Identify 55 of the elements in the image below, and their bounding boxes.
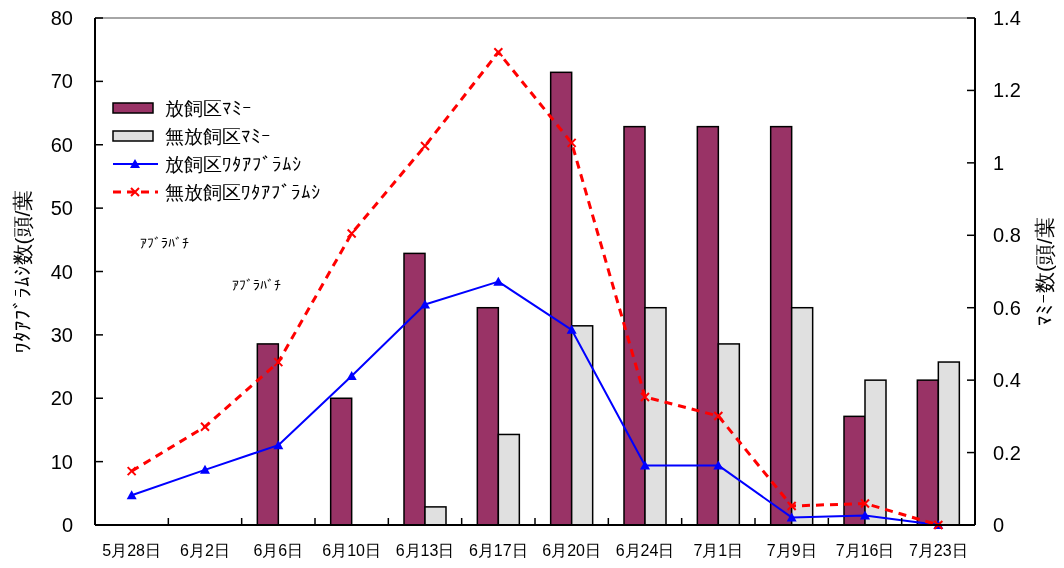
point <box>640 391 650 402</box>
legend-label: 無放飼区ﾜﾀｱﾌﾞﾗﾑｼ <box>165 182 321 203</box>
y-tick-label: 10 <box>50 450 73 473</box>
y2-tick-label: 1.4 <box>993 7 1021 29</box>
y2-tick-label: 1.2 <box>993 79 1021 102</box>
y-axis-title: ﾜﾀｱﾌﾞﾗﾑｼ数(頭/葉 <box>11 189 34 354</box>
x-tick-label: 6月20日 <box>542 542 602 559</box>
y-tick-label: 70 <box>50 70 73 93</box>
y2-tick-label: 0.8 <box>993 224 1021 247</box>
x-tick-label: 7月1日 <box>693 542 744 559</box>
point <box>566 324 577 334</box>
x-tick-label: 7月23日 <box>908 542 968 559</box>
point <box>346 371 357 381</box>
y-tick-label: 80 <box>50 7 73 29</box>
x-tick-label: 6月24日 <box>615 542 675 559</box>
y2-tick-label: 0.4 <box>993 369 1021 392</box>
y-tick-label: 0 <box>61 514 73 536</box>
point <box>786 512 797 522</box>
point <box>200 464 210 474</box>
point <box>273 440 284 450</box>
x-tick-label: 6月2日 <box>180 542 230 559</box>
legend-label: 無放飼区ﾏﾐｰ <box>165 126 271 147</box>
legend-label: 放飼区ﾏﾐｰ <box>165 98 252 119</box>
x-tick-label: 6月10日 <box>322 542 382 559</box>
y2-tick-label: 0 <box>993 514 1005 536</box>
x-tick-label: 6月6日 <box>253 542 304 559</box>
x-tick-label: 7月16日 <box>835 542 895 559</box>
point <box>566 137 577 148</box>
y-tick-label: 20 <box>50 387 73 410</box>
point <box>786 500 797 511</box>
point <box>860 498 870 509</box>
point <box>493 47 504 58</box>
y2-tick-label: 0.6 <box>993 296 1021 319</box>
point <box>126 490 137 500</box>
x-tick-label: 6月17日 <box>468 542 528 559</box>
point <box>200 421 210 432</box>
y-tick-label: 40 <box>50 260 73 283</box>
y2-tick-label: 0.2 <box>993 441 1021 464</box>
y-tick-label: 60 <box>50 133 73 156</box>
point <box>420 141 430 152</box>
point <box>126 466 137 477</box>
y-tick-label: 50 <box>50 197 73 220</box>
annotation: ｱﾌﾞﾗﾊﾞﾁ <box>232 277 281 293</box>
legend-label: 放飼区ﾜﾀｱﾌﾞﾗﾑｼ <box>165 154 302 175</box>
x-tick-label: 7月9日 <box>766 542 817 559</box>
point <box>273 357 284 368</box>
annotation: ｱﾌﾞﾗﾊﾞﾁ <box>140 235 189 251</box>
x-tick-label: 5月28日 <box>102 542 162 559</box>
y-tick-label: 30 <box>50 323 73 346</box>
y2-tick-label: 1 <box>993 151 1005 174</box>
point <box>713 411 724 421</box>
point <box>346 228 357 239</box>
x-tick-label: 6月13日 <box>395 542 455 559</box>
point <box>493 276 504 286</box>
y2-axis-title: ﾏﾐｰ数(頭/葉 <box>1033 217 1056 326</box>
